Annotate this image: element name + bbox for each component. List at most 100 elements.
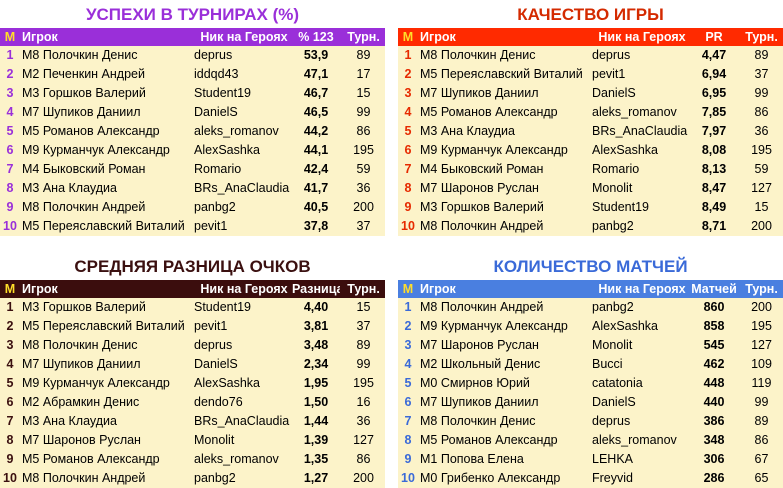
value-cell: 286 <box>703 471 725 485</box>
value-cell: 3,48 <box>303 338 329 352</box>
tournaments-cell: 65 <box>754 471 769 485</box>
value-cell: 6,95 <box>701 86 727 100</box>
nickname-cell: DanielS <box>194 357 238 371</box>
player-cell: М3 Ана Клаудиа <box>22 181 117 195</box>
table-row: 5 М5 Романов Александр aleks_romanov 44,2 86 <box>0 122 385 141</box>
rank-cell: 10 <box>401 471 415 485</box>
player-cell: М9 Курманчук Александр <box>22 143 170 157</box>
player-cell: М8 Полочкин Андрей <box>420 300 544 314</box>
table-row: 9 М1 Попова Елена LEHKA 306 67 <box>398 450 783 469</box>
header-cell: М <box>4 30 16 44</box>
table-row: 10 М8 Полочкин Андрей panbg2 1,27 200 <box>0 469 385 488</box>
tournaments-cell: 36 <box>356 414 371 428</box>
table-row: 1 М8 Полочкин Денис deprus 53,9 89 <box>0 46 385 65</box>
nickname-cell: Romario <box>592 162 640 176</box>
rank-cell: 9 <box>404 452 412 466</box>
tournaments-cell: 99 <box>754 86 769 100</box>
player-cell: М7 Шаронов Руслан <box>22 433 141 447</box>
tournaments-cell: 37 <box>356 219 371 233</box>
value-cell: 462 <box>703 357 725 371</box>
rank-cell: 3 <box>404 86 412 100</box>
header-row: М Игрок Ник на Героях PR Турн. <box>398 28 783 46</box>
player-cell: М8 Полочкин Денис <box>420 414 536 428</box>
nickname-cell: BRs_AnaClaudia <box>194 181 290 195</box>
tournaments-cell: 67 <box>754 452 769 466</box>
rank-cell: 5 <box>6 376 14 390</box>
nickname-cell: Romario <box>194 162 242 176</box>
player-cell: М8 Полочкин Андрей <box>420 219 544 233</box>
table-row: 3 М7 Шаронов Руслан Monolit 545 127 <box>398 336 783 355</box>
header-row: М Игрок Ник на Героях % 123 Турн. <box>0 28 385 46</box>
table-row: 1 М8 Полочкин Андрей panbg2 860 200 <box>398 298 783 317</box>
value-cell: 4,47 <box>701 48 727 62</box>
rank-cell: 9 <box>404 200 412 214</box>
nickname-cell: LEHKA <box>592 452 633 466</box>
nickname-cell: DanielS <box>592 395 636 409</box>
rank-cell: 3 <box>6 86 14 100</box>
table-row: 5 М0 Смирнов Юрий catatonia 448 119 <box>398 374 783 393</box>
value-cell: 46,7 <box>303 86 329 100</box>
value-cell: 860 <box>703 300 725 314</box>
tournaments-cell: 36 <box>356 181 371 195</box>
rank-cell: 6 <box>6 395 14 409</box>
table-row: 7 М8 Полочкин Денис deprus 386 89 <box>398 412 783 431</box>
player-cell: М5 Романов Александр <box>22 452 160 466</box>
table-row: 4 М7 Шупиков Даниил DanielS 2,34 99 <box>0 355 385 374</box>
header-cell: Игрок <box>22 30 58 44</box>
nickname-cell: catatonia <box>592 376 643 390</box>
player-cell: М8 Полочкин Андрей <box>22 200 146 214</box>
nickname-cell: DanielS <box>194 105 238 119</box>
nickname-cell: Student19 <box>592 200 649 214</box>
value-cell: 8,71 <box>701 219 727 233</box>
rank-cell: 9 <box>6 452 14 466</box>
tournaments-cell: 127 <box>353 433 374 447</box>
tournaments-cell: 36 <box>754 124 769 138</box>
tournaments-cell: 86 <box>754 105 769 119</box>
player-cell: М3 Горшков Валерий <box>22 300 146 314</box>
table-title: УСПЕХИ В ТУРНИРАХ (%) <box>85 5 300 24</box>
value-cell: 44,1 <box>303 143 329 157</box>
rank-cell: 7 <box>6 414 14 428</box>
header-cell: Игрок <box>22 282 58 296</box>
value-cell: 8,08 <box>701 143 727 157</box>
player-cell: М5 Романов Александр <box>420 105 558 119</box>
header-cell: М <box>402 30 414 44</box>
table-row: 10 М8 Полочкин Андрей panbg2 8,71 200 <box>398 217 783 236</box>
rank-cell: 4 <box>6 357 14 371</box>
tournaments-cell: 195 <box>751 143 772 157</box>
nickname-cell: deprus <box>592 414 631 428</box>
nickname-cell: pevit1 <box>592 67 626 81</box>
nickname-cell: Bucci <box>592 357 623 371</box>
table-row: 3 М7 Шупиков Даниил DanielS 6,95 99 <box>398 84 783 103</box>
header-cell: Игрок <box>420 282 456 296</box>
player-cell: М2 Абрамкин Денис <box>22 395 140 409</box>
rank-cell: 4 <box>6 105 14 119</box>
rank-cell: 5 <box>404 124 412 138</box>
player-cell: М8 Полочкин Денис <box>22 338 138 352</box>
nickname-cell: pevit1 <box>194 219 228 233</box>
tournaments-cell: 59 <box>356 162 371 176</box>
header-cell: Ник на Героях <box>598 282 686 296</box>
value-cell: 386 <box>703 414 725 428</box>
value-cell: 46,5 <box>303 105 329 119</box>
player-cell: М5 Переяславский Виталий <box>22 319 185 333</box>
rank-cell: 1 <box>6 300 14 314</box>
value-cell: 858 <box>703 319 725 333</box>
player-cell: М2 Школьный Денис <box>420 357 541 371</box>
ranking-table: СРЕДНЯЯ РАЗНИЦА ОЧКОВ М Игрок Ник на Героях… <box>0 252 385 488</box>
table-row: 7 М4 Быковский Роман Romario 8,13 59 <box>398 160 783 179</box>
table-row: 8 М7 Шаронов Руслан Monolit 1,39 127 <box>0 431 385 450</box>
value-cell: 1,27 <box>303 471 329 485</box>
nickname-cell: aleks_romanov <box>592 433 677 447</box>
header-cell: % 123 <box>298 30 334 44</box>
table-row: 3 М3 Горшков Валерий Student19 46,7 15 <box>0 84 385 103</box>
nickname-cell: aleks_romanov <box>592 105 677 119</box>
player-cell: М9 Курманчук Александр <box>420 319 568 333</box>
table-row: 6 М7 Шупиков Даниил DanielS 440 99 <box>398 393 783 412</box>
rank-cell: 1 <box>6 48 14 62</box>
nickname-cell: iddqd43 <box>194 67 239 81</box>
player-cell: М3 Ана Клаудиа <box>420 124 515 138</box>
header-cell: Ник на Героях <box>200 282 288 296</box>
player-cell: М0 Смирнов Юрий <box>420 376 530 390</box>
